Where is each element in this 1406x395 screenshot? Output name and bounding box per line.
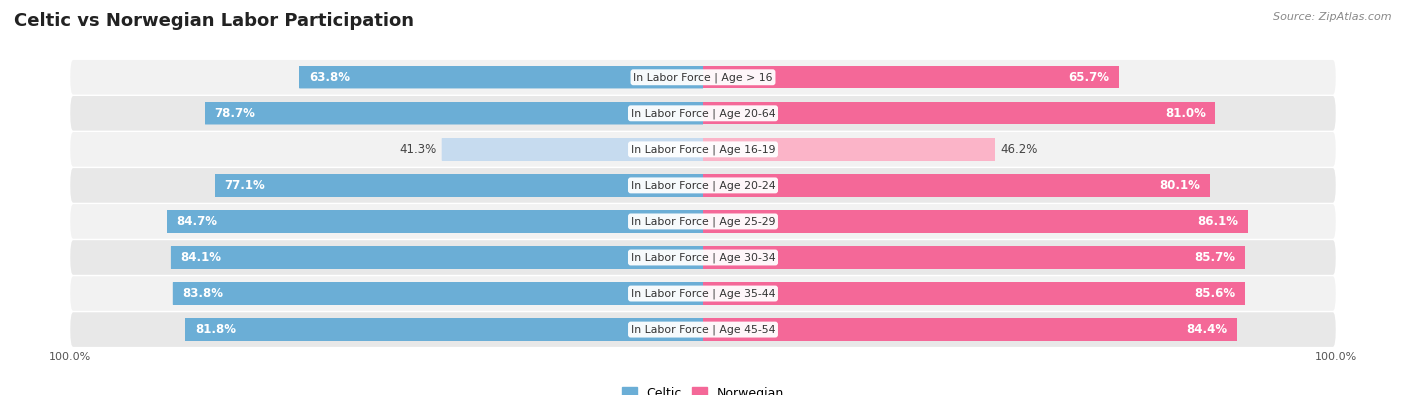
Text: 46.2%: 46.2% [1001, 143, 1038, 156]
Text: 77.1%: 77.1% [225, 179, 266, 192]
Text: 65.7%: 65.7% [1069, 71, 1109, 84]
Text: 83.8%: 83.8% [183, 287, 224, 300]
Bar [172, 246, 703, 269]
Legend: Celtic, Norwegian: Celtic, Norwegian [617, 382, 789, 395]
Text: 84.1%: 84.1% [180, 251, 221, 264]
Text: In Labor Force | Age 20-24: In Labor Force | Age 20-24 [631, 180, 775, 191]
FancyBboxPatch shape [70, 312, 1336, 347]
Bar [703, 210, 1247, 233]
Text: 84.7%: 84.7% [177, 215, 218, 228]
FancyBboxPatch shape [205, 102, 703, 124]
Bar [703, 66, 1119, 88]
Text: In Labor Force | Age 45-54: In Labor Force | Age 45-54 [631, 324, 775, 335]
FancyBboxPatch shape [70, 60, 1336, 94]
FancyBboxPatch shape [70, 276, 1336, 311]
Bar [186, 318, 703, 341]
Bar [703, 246, 1246, 269]
Text: 63.8%: 63.8% [309, 71, 350, 84]
FancyBboxPatch shape [173, 282, 703, 305]
Text: 81.0%: 81.0% [1166, 107, 1206, 120]
Text: 86.1%: 86.1% [1198, 215, 1239, 228]
Text: Source: ZipAtlas.com: Source: ZipAtlas.com [1274, 12, 1392, 22]
FancyBboxPatch shape [70, 168, 1336, 203]
FancyBboxPatch shape [70, 204, 1336, 239]
FancyBboxPatch shape [172, 246, 703, 269]
FancyBboxPatch shape [70, 240, 1336, 275]
FancyBboxPatch shape [215, 174, 703, 197]
Text: 85.6%: 85.6% [1194, 287, 1234, 300]
Text: 85.7%: 85.7% [1195, 251, 1236, 264]
Text: In Labor Force | Age 35-44: In Labor Force | Age 35-44 [631, 288, 775, 299]
FancyBboxPatch shape [299, 66, 703, 88]
FancyBboxPatch shape [70, 96, 1336, 131]
FancyBboxPatch shape [186, 318, 703, 341]
Bar [703, 102, 1215, 124]
FancyBboxPatch shape [441, 138, 703, 160]
Text: In Labor Force | Age 30-34: In Labor Force | Age 30-34 [631, 252, 775, 263]
Text: 78.7%: 78.7% [215, 107, 256, 120]
Text: 80.1%: 80.1% [1160, 179, 1201, 192]
Bar [173, 282, 703, 305]
Text: 84.4%: 84.4% [1187, 323, 1227, 336]
Bar [205, 102, 703, 124]
Bar [215, 174, 703, 197]
Text: In Labor Force | Age 20-64: In Labor Force | Age 20-64 [631, 108, 775, 118]
Text: 41.3%: 41.3% [399, 143, 437, 156]
Text: In Labor Force | Age > 16: In Labor Force | Age > 16 [633, 72, 773, 83]
Bar [703, 174, 1209, 197]
Bar [703, 318, 1237, 341]
Bar [441, 138, 703, 160]
FancyBboxPatch shape [70, 132, 1336, 167]
FancyBboxPatch shape [167, 210, 703, 233]
Text: In Labor Force | Age 16-19: In Labor Force | Age 16-19 [631, 144, 775, 154]
Text: 81.8%: 81.8% [195, 323, 236, 336]
Bar [299, 66, 703, 88]
Text: In Labor Force | Age 25-29: In Labor Force | Age 25-29 [631, 216, 775, 227]
Bar [167, 210, 703, 233]
Text: Celtic vs Norwegian Labor Participation: Celtic vs Norwegian Labor Participation [14, 12, 413, 30]
Bar [703, 282, 1244, 305]
Bar [703, 138, 995, 160]
